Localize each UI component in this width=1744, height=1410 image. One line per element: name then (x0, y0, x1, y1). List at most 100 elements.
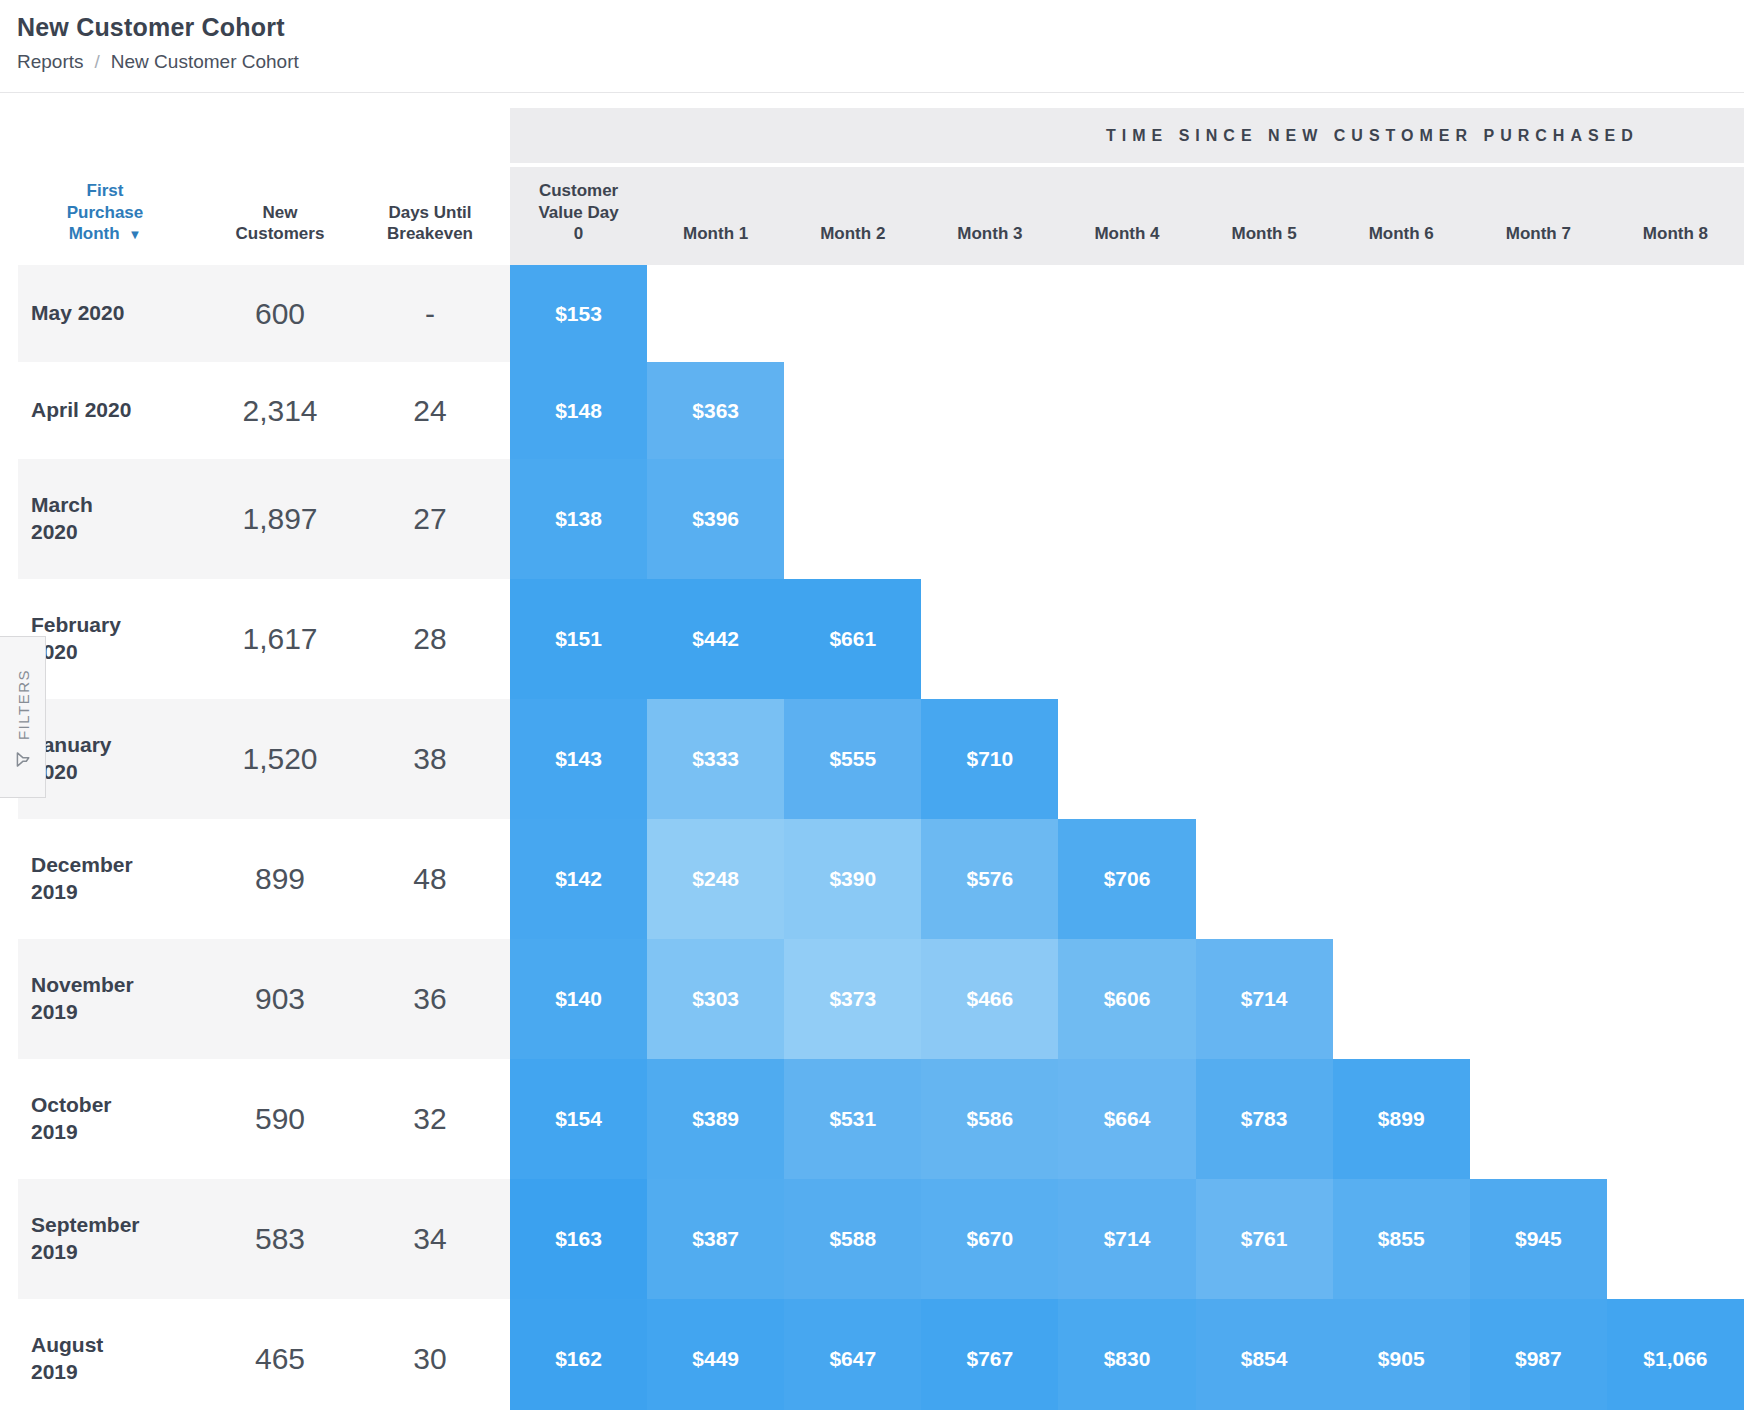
row-month: December2019 (0, 819, 210, 939)
row-month: October2019 (0, 1059, 210, 1179)
cohort-value-cell: $945 (1470, 1179, 1607, 1299)
breadcrumb-separator: / (95, 51, 100, 72)
table-row: May 2020600-$153 (0, 265, 1744, 362)
cohort-empty-cell (1333, 819, 1470, 939)
cohort-report: FILTERS TIME SINCE NEW CUSTOMER PURCHASE… (0, 108, 1744, 1410)
cohort-empty-cell (1058, 362, 1195, 459)
cohort-empty-cell (1333, 265, 1470, 362)
cohort-value-cell: $389 (647, 1059, 784, 1179)
row-left-cells: February20201,61728 (0, 579, 510, 699)
table-row: December201989948$142$248$390$576$706 (0, 819, 1744, 939)
row-days-until-breakeven: 36 (350, 939, 510, 1059)
cohort-empty-cell (1607, 1179, 1744, 1299)
filters-tab-label: FILTERS (15, 669, 32, 740)
cohort-value-cell: $830 (1058, 1299, 1195, 1410)
cohort-value-cell: $855 (1333, 1179, 1470, 1299)
cohort-empty-cell (1058, 265, 1195, 362)
cohort-empty-cell (1607, 939, 1744, 1059)
table-row: October201959032$154$389$531$586$664$783… (0, 1059, 1744, 1179)
cohort-value-cell: $154 (510, 1059, 647, 1179)
cohort-value-cell: $333 (647, 699, 784, 819)
row-days-until-breakeven: 27 (350, 459, 510, 579)
row-heatmap-cells: $154$389$531$586$664$783$899 (510, 1059, 1744, 1179)
cohort-empty-cell (1333, 699, 1470, 819)
cohort-value-cell: $373 (784, 939, 921, 1059)
cohort-value-cell: $588 (784, 1179, 921, 1299)
band-spacer (0, 108, 510, 163)
cohort-empty-cell (1607, 459, 1744, 579)
band-title: TIME SINCE NEW CUSTOMER PURCHASED (510, 127, 1639, 145)
cohort-value-cell: $142 (510, 819, 647, 939)
sort-desc-icon: ▼ (128, 227, 141, 242)
cohort-value-cell: $248 (647, 819, 784, 939)
cohort-band: TIME SINCE NEW CUSTOMER PURCHASED (510, 108, 1744, 163)
row-new-customers: 1,617 (210, 579, 350, 699)
cohort-value-cell: $761 (1196, 1179, 1333, 1299)
cohort-empty-cell (1196, 265, 1333, 362)
column-header-month4: Month 4 (1058, 167, 1195, 265)
row-days-until-breakeven: - (350, 265, 510, 362)
table-row: February20201,61728$151$442$661 (0, 579, 1744, 699)
cohort-empty-cell (1470, 265, 1607, 362)
cohort-empty-cell (784, 362, 921, 459)
cohort-value-cell: $303 (647, 939, 784, 1059)
column-header-month1: Month 1 (647, 167, 784, 265)
cohort-empty-cell (1196, 362, 1333, 459)
row-new-customers: 600 (210, 265, 350, 362)
cohort-value-cell: $387 (647, 1179, 784, 1299)
cohort-value-cell: $153 (510, 265, 647, 362)
row-new-customers: 1,897 (210, 459, 350, 579)
cohort-empty-cell (1333, 362, 1470, 459)
cohort-empty-cell (1607, 1059, 1744, 1179)
cohort-value-cell: $1,066 (1607, 1299, 1744, 1410)
breadcrumb: Reports/New Customer Cohort (17, 51, 1744, 73)
row-left-cells: October201959032 (0, 1059, 510, 1179)
cohort-value-cell: $710 (921, 699, 1058, 819)
cohort-empty-cell (784, 459, 921, 579)
cohort-empty-cell (1607, 579, 1744, 699)
column-header-month3: Month 3 (921, 167, 1058, 265)
row-heatmap-cells: $148$363 (510, 362, 1744, 459)
cohort-value-cell: $714 (1058, 1179, 1195, 1299)
row-left-cells: April 20202,31424 (0, 362, 510, 459)
row-left-cells: March20201,89727 (0, 459, 510, 579)
page-header: New Customer Cohort Reports/New Customer… (0, 0, 1744, 93)
row-month: April 2020 (0, 362, 210, 459)
row-left-cells: December201989948 (0, 819, 510, 939)
row-days-until-breakeven: 48 (350, 819, 510, 939)
cohort-value-cell: $714 (1196, 939, 1333, 1059)
heatmap-header-row: CustomerValue Day0Month 1Month 2Month 3M… (510, 167, 1744, 265)
cohort-value-cell: $396 (647, 459, 784, 579)
row-days-until-breakeven: 28 (350, 579, 510, 699)
row-heatmap-cells: $138$396 (510, 459, 1744, 579)
cohort-value-cell: $670 (921, 1179, 1058, 1299)
cohort-band-row: TIME SINCE NEW CUSTOMER PURCHASED (0, 108, 1744, 163)
filters-tab[interactable]: FILTERS (0, 636, 46, 798)
column-header-month7: Month 7 (1470, 167, 1607, 265)
cohort-value-cell: $854 (1196, 1299, 1333, 1410)
cohort-empty-cell (647, 265, 784, 362)
column-header-days-until-breakeven: Days UntilBreakeven (350, 167, 510, 265)
column-header-first-purchase-month[interactable]: FirstPurchaseMonth ▼ (0, 167, 210, 265)
cohort-empty-cell (1470, 459, 1607, 579)
cohort-empty-cell (1058, 579, 1195, 699)
cohort-value-cell: $162 (510, 1299, 647, 1410)
table-row: March20201,89727$138$396 (0, 459, 1744, 579)
cohort-value-cell: $647 (784, 1299, 921, 1410)
row-month: May 2020 (0, 265, 210, 362)
cohort-value-cell: $899 (1333, 1059, 1470, 1179)
row-new-customers: 590 (210, 1059, 350, 1179)
column-header-month6: Month 6 (1333, 167, 1470, 265)
cohort-value-cell: $555 (784, 699, 921, 819)
page-title: New Customer Cohort (17, 13, 1744, 42)
cohort-empty-cell (921, 265, 1058, 362)
row-heatmap-cells: $140$303$373$466$606$714 (510, 939, 1744, 1059)
header-row: FirstPurchaseMonth ▼NewCustomersDays Unt… (0, 167, 1744, 265)
cohort-value-cell: $987 (1470, 1299, 1607, 1410)
table-row: September201958334$163$387$588$670$714$7… (0, 1179, 1744, 1299)
cohort-value-cell: $363 (647, 362, 784, 459)
cohort-value-cell: $390 (784, 819, 921, 939)
row-month: August2019 (0, 1299, 210, 1410)
breadcrumb-item-reports[interactable]: Reports (17, 51, 84, 72)
row-days-until-breakeven: 24 (350, 362, 510, 459)
